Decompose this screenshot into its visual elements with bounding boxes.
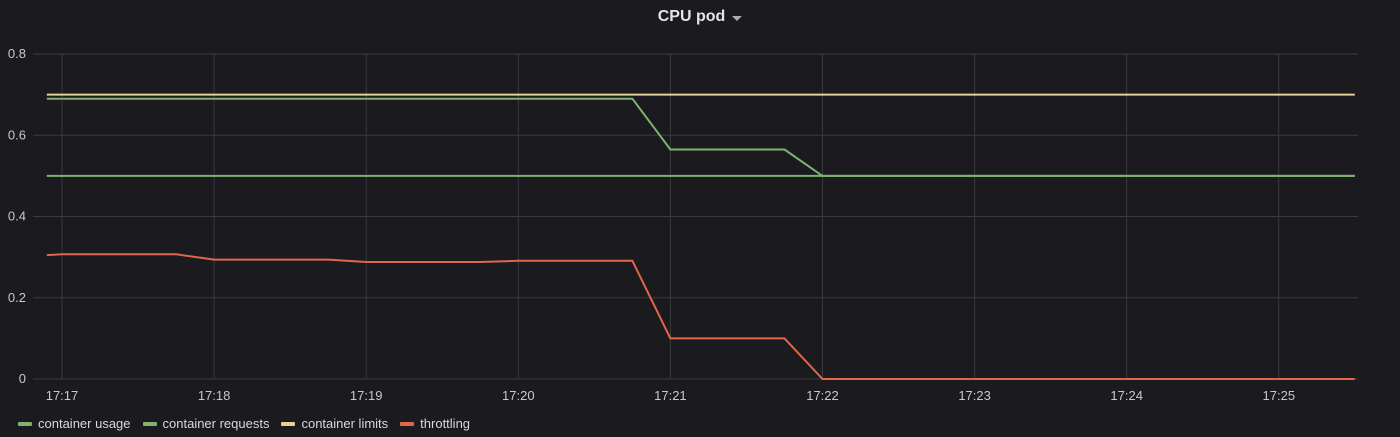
panel-title: CPU pod (657, 8, 726, 25)
series-layer (46, 93, 1355, 380)
legend-swatch (142, 421, 157, 426)
chevron-down-icon (732, 15, 743, 21)
x-tick-label: 17:23 (958, 388, 991, 403)
x-tick-label: 17:17 (46, 388, 79, 403)
legend-item-container-usage[interactable]: container usage (18, 416, 131, 431)
x-tick-label: 17:24 (1110, 388, 1143, 403)
panel-title-menu[interactable]: CPU pod (658, 8, 743, 26)
legend: container usage container requests contain… (18, 416, 470, 431)
y-tick-label: 0.8 (8, 46, 26, 61)
legend-swatch (400, 421, 415, 426)
legend-swatch (18, 421, 32, 426)
legend-label: throttling (420, 416, 471, 431)
series-line-container-usage[interactable] (46, 97, 1355, 177)
legend-label: container usage (38, 416, 131, 431)
x-tick-label: 17:22 (806, 388, 839, 403)
grid-layer (33, 53, 1358, 380)
legend-item-throttling[interactable]: throttling (400, 416, 470, 431)
panel-header: CPU pod (0, 0, 1400, 34)
cpu-line-chart: 0 0.2 0.4 0.6 0.8 17:17 17:18 17:19 17:20 17:21 17… (8, 46, 1358, 403)
legend-label: container limits (301, 416, 389, 431)
axis-layer: 0 0.2 0.4 0.6 0.8 17:17 17:18 17:19 17:20 17:21 17… (8, 46, 1295, 403)
legend-item-container-limits[interactable]: container limits (281, 416, 388, 431)
legend-label: container requests (162, 416, 270, 431)
x-tick-label: 17:19 (350, 388, 383, 403)
y-tick-label: 0 (19, 371, 26, 386)
series-line-throttling[interactable] (46, 253, 1355, 380)
legend-item-container-requests[interactable]: container requests (142, 416, 270, 431)
x-tick-label: 17:20 (502, 388, 535, 403)
x-tick-label: 17:21 (654, 388, 687, 403)
x-tick-label: 17:18 (198, 388, 231, 403)
x-tick-label: 17:25 (1263, 388, 1296, 403)
y-tick-label: 0.4 (8, 209, 26, 224)
y-tick-label: 0.2 (8, 290, 26, 305)
y-tick-label: 0.6 (8, 127, 26, 142)
legend-swatch (281, 421, 296, 426)
